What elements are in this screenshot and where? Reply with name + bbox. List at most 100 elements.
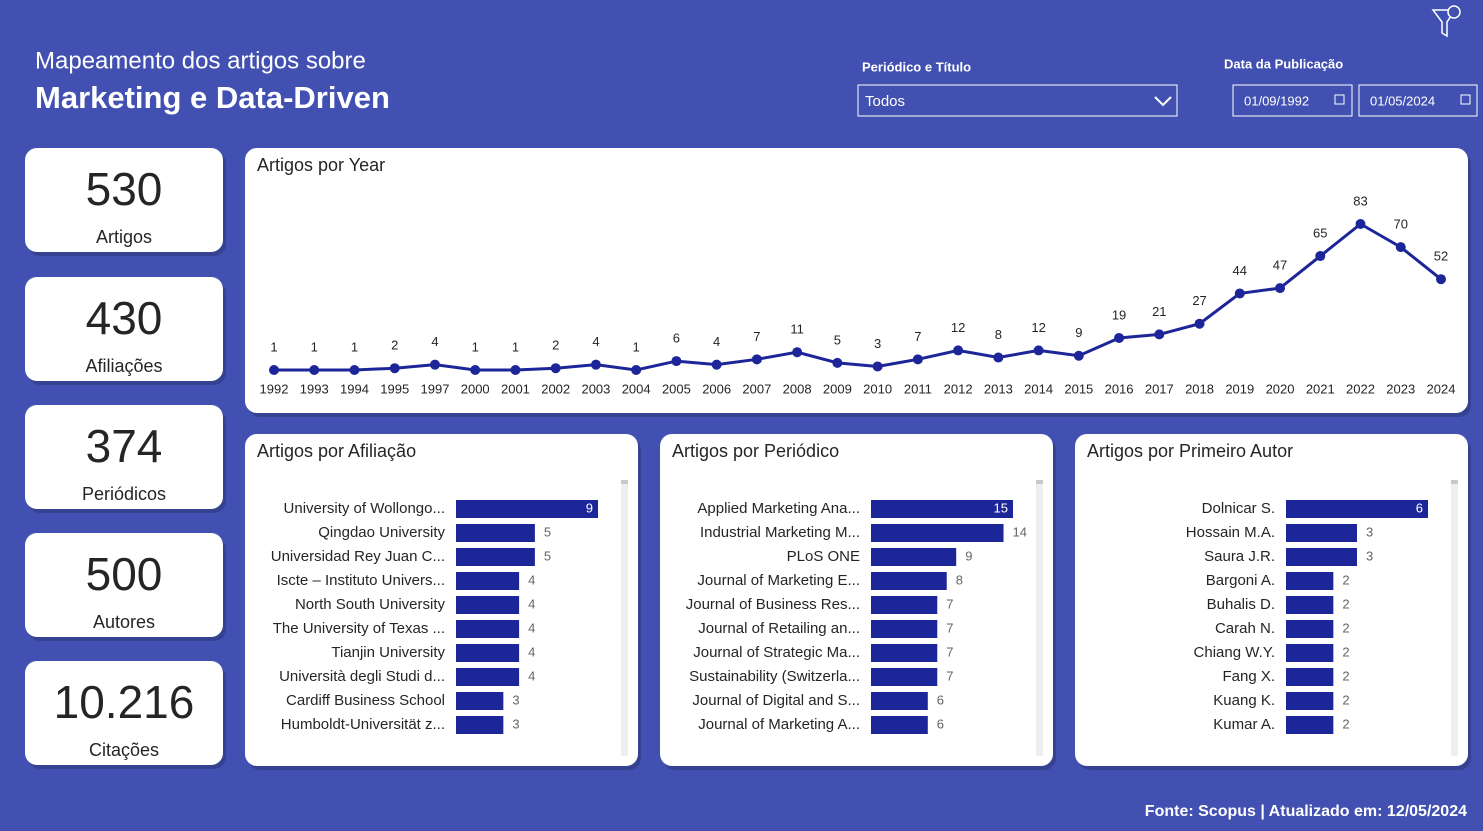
data-label: 4	[431, 334, 438, 349]
x-tick-label: 2004	[622, 381, 651, 396]
bar	[1286, 692, 1334, 710]
point	[1395, 242, 1406, 253]
x-tick-label: 2014	[1024, 381, 1053, 396]
calendar-icon[interactable]	[1334, 94, 1345, 105]
x-tick-label: 2023	[1386, 381, 1415, 396]
x-tick-label: 2017	[1145, 381, 1174, 396]
date-box[interactable]	[1232, 84, 1353, 117]
data-label: 4	[528, 644, 535, 659]
category-label: Qingdao University	[318, 524, 445, 541]
bar	[456, 692, 504, 710]
category-label: Fang X.	[1222, 668, 1275, 685]
bar	[456, 620, 520, 638]
data-label: 7	[946, 668, 953, 683]
chart-title: Artigos por Year	[257, 155, 385, 175]
x-tick-label: 2019	[1225, 381, 1254, 396]
data-label: 9	[965, 548, 972, 563]
category-label: Carah N.	[1215, 620, 1275, 637]
data-label: 2	[1342, 596, 1349, 611]
card	[25, 405, 223, 509]
chevron[interactable]	[1154, 96, 1172, 107]
filter-label: Data da Publicação	[1224, 56, 1343, 71]
bar	[1286, 548, 1357, 566]
data-label: 7	[914, 329, 921, 344]
bar	[871, 548, 957, 566]
category-label: Applied Marketing Ana...	[697, 500, 860, 517]
data-label: 2	[1342, 692, 1349, 707]
data-label: 12	[1031, 320, 1045, 335]
data-label: 3	[512, 716, 519, 731]
bar	[1286, 524, 1357, 542]
data-label: 7	[946, 644, 953, 659]
scrollbar-track	[1036, 480, 1043, 756]
point	[1154, 329, 1165, 340]
bar	[1286, 572, 1334, 590]
category-label: The University of Texas ...	[273, 620, 445, 637]
data-label: 1	[512, 339, 519, 354]
data-label: 9	[586, 500, 593, 515]
data-label: 83	[1353, 193, 1367, 208]
data-label: 8	[995, 327, 1002, 342]
date-value[interactable]: 01/05/2024	[1370, 93, 1435, 108]
dropdown[interactable]: Todos	[857, 84, 1178, 117]
card	[25, 533, 223, 637]
category-label: Università degli Studi d...	[279, 668, 445, 685]
dropdown-value[interactable]: Todos	[865, 93, 905, 110]
data-label: 19	[1112, 307, 1126, 322]
category-label: Universidad Rey Juan C...	[271, 548, 445, 565]
point	[550, 363, 561, 374]
subtitle: Mapeamento dos artigos sobre	[35, 47, 366, 74]
x-tick-label: 2002	[541, 381, 570, 396]
x-tick-label: 2001	[501, 381, 530, 396]
point	[1436, 274, 1446, 285]
category-label: Journal of Marketing E...	[697, 572, 860, 589]
point	[510, 365, 521, 375]
data-label: 1	[270, 339, 277, 354]
point	[711, 359, 722, 370]
date-box[interactable]	[1358, 84, 1478, 117]
point	[1275, 283, 1286, 294]
x-tick-label: 2016	[1105, 381, 1134, 396]
data-label: 2	[552, 338, 559, 353]
bar	[871, 668, 938, 686]
calendar-icon[interactable]	[1460, 94, 1471, 105]
data-label: 6	[937, 692, 944, 707]
point	[429, 359, 440, 370]
x-tick-label: 2024	[1427, 381, 1456, 396]
kpi-label: Afiliações	[85, 356, 162, 376]
x-tick-label: 2010	[863, 381, 892, 396]
x-tick-label: 2018	[1185, 381, 1214, 396]
card	[25, 148, 223, 252]
point	[1033, 345, 1044, 356]
x-tick-label: 1992	[260, 381, 289, 396]
bar	[1286, 716, 1334, 734]
x-tick-label: 2003	[581, 381, 610, 396]
data-label: 14	[1013, 524, 1027, 539]
chart-title: Artigos por Periódico	[672, 441, 839, 461]
category-label: Kuang K.	[1213, 692, 1275, 709]
data-label: 4	[528, 620, 535, 635]
data-label: 2	[1342, 620, 1349, 635]
bar	[456, 572, 520, 590]
clear-filters-icon[interactable]	[1431, 5, 1461, 38]
dropdown-box[interactable]	[857, 84, 1178, 117]
bar	[456, 500, 598, 518]
data-label: 2	[1342, 716, 1349, 731]
kpi-value: 500	[86, 548, 163, 600]
data-label: 2	[391, 338, 398, 353]
data-label: 52	[1434, 249, 1448, 264]
point	[1114, 332, 1125, 343]
x-tick-label: 2013	[984, 381, 1013, 396]
date-value[interactable]: 01/09/1992	[1244, 93, 1309, 108]
date-start[interactable]: 01/09/1992	[1232, 84, 1353, 117]
category-label: PLoS ONE	[787, 548, 860, 565]
date-end[interactable]: 01/05/2024	[1358, 84, 1478, 117]
category-label: Chiang W.Y.	[1194, 644, 1275, 661]
point	[993, 352, 1004, 363]
line	[274, 222, 1442, 372]
bar	[456, 644, 520, 662]
data-label: 1	[472, 339, 479, 354]
data-label: 21	[1152, 304, 1166, 319]
card	[245, 148, 1468, 413]
clear-badge[interactable]	[1447, 5, 1461, 19]
